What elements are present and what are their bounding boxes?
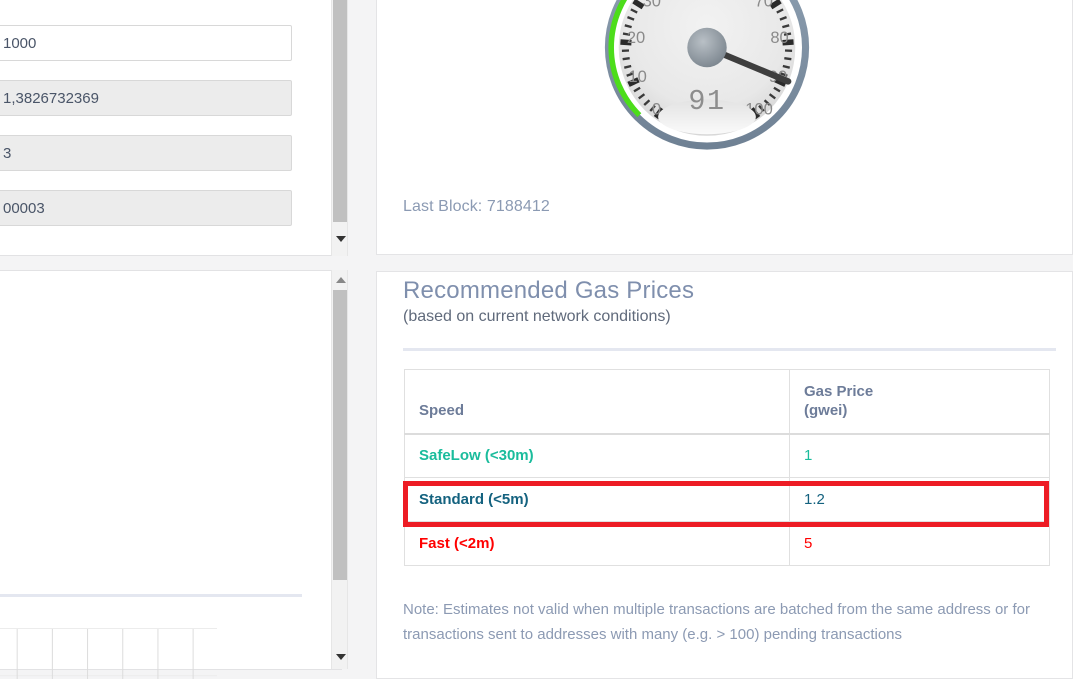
column-header-gas-price-line2: (gwei) [804,401,848,419]
gauge-value-readout: 91 [688,85,725,118]
cell-speed-safelow: SafeLow (<30m) [404,433,790,478]
gauge-major-ticks [620,0,794,120]
left-top-scrollbar-thumb[interactable] [333,0,347,222]
table-row-fast[interactable]: Fast (<2m) 5 [404,521,1050,566]
svg-text:20: 20 [627,28,645,47]
left-bottom-scrollbar-thumb[interactable] [333,290,347,580]
gauge-lcd-background [658,99,756,135]
gas-table-body: SafeLow (<30m) 1 Standard (<5m) 1.2 Fast… [404,433,1050,566]
cell-speed-standard: Standard (<5m) [404,477,790,522]
left-bottom-scroll-up-button[interactable] [332,271,349,289]
svg-text:70: 70 [755,0,773,11]
gauge-svg: 0 10 20 30 40 60 70 80 90 100 [604,0,810,150]
left-panel-divider [0,594,302,597]
table-row-standard[interactable]: Standard (<5m) 1.2 [404,477,1050,522]
chart-gridlines [0,628,217,679]
left-top-scrollbar[interactable] [331,0,348,256]
gauge-panel: 0 10 20 30 40 60 70 80 90 100 [376,0,1073,255]
gas-panel-divider [403,348,1056,351]
gauge-minor-ticks [621,0,793,112]
column-header-gas-price-line1: Gas Price [804,382,874,400]
svg-text:80: 80 [770,28,788,47]
gas-table-header-row: Speed Gas Price (gwei) [404,369,1050,435]
gas-prices-table: Speed Gas Price (gwei) SafeLow (<30m) 1 … [404,369,1050,566]
left-column [0,0,352,679]
cell-price-safelow: 1 [789,433,1050,478]
gauge-green-arc [608,0,642,118]
field-row-3 [0,135,292,171]
cell-speed-fast: Fast (<2m) [404,521,790,566]
gas-gauge: 0 10 20 30 40 60 70 80 90 100 [577,0,837,150]
svg-text:10: 10 [628,67,646,86]
field-3-input[interactable] [0,135,292,171]
cell-price-standard: 1.2 [789,477,1050,522]
left-bottom-scrollbar[interactable] [331,270,348,669]
left-top-scroll-down-button[interactable] [332,230,349,248]
gas-prices-title: Recommended Gas Prices [403,277,695,304]
chevron-down-icon [335,236,346,242]
gas-prices-subtitle: (based on current network conditions) [403,308,671,325]
left-bottom-panel [0,270,342,679]
column-header-speed: Speed [404,369,790,435]
chevron-up-icon [335,277,346,283]
gas-note-line-1: Note: Estimates not valid when multiple … [403,601,991,618]
gas-table-head: Speed Gas Price (gwei) [404,369,1050,435]
field-row-4 [0,190,292,226]
gas-prices-panel: Recommended Gas Prices (based on current… [376,271,1073,679]
chevron-down-icon [335,654,346,660]
field-4-input[interactable] [0,190,292,226]
svg-text:0: 0 [652,100,661,119]
table-row-safelow[interactable]: SafeLow (<30m) 1 [404,433,1050,478]
gas-prices-note: Note: Estimates not valid when multiple … [403,597,1059,647]
field-row-1 [0,25,292,61]
field-2-input[interactable] [0,80,292,116]
field-1-input[interactable] [0,25,292,61]
last-block-label: Last Block: 7188412 [403,198,550,215]
field-row-2 [0,80,292,116]
left-top-panel [0,0,342,256]
svg-text:30: 30 [643,0,661,11]
left-bottom-scroll-down-button[interactable] [332,648,349,666]
cell-price-fast: 5 [789,521,1050,566]
column-header-gas-price: Gas Price (gwei) [789,369,1050,435]
chart-area [0,628,217,679]
gauge-hub [687,27,727,68]
gas-note-line-2: or for transactions sent to addresses wi… [403,601,1030,643]
gauge-tick-labels: 0 10 20 30 40 60 70 80 90 100 [627,0,789,119]
